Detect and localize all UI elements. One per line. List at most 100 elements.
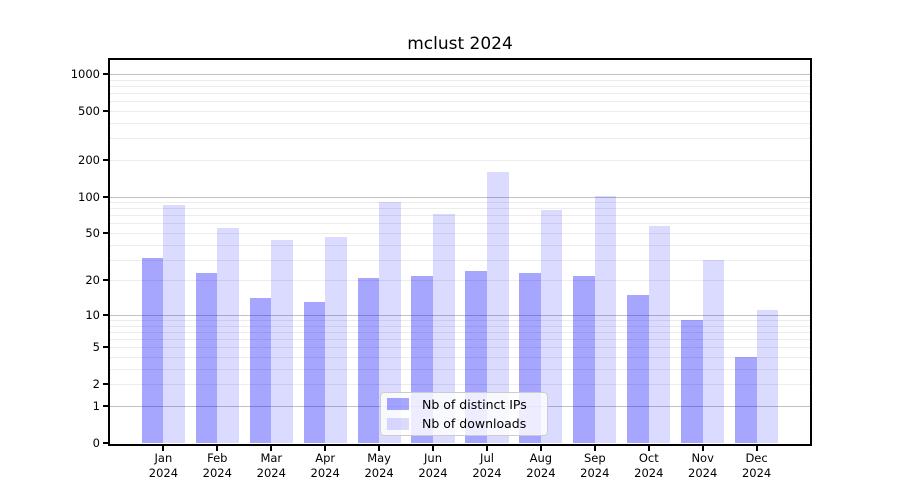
x-tick-mark [647,446,650,451]
x-tick-mark [216,446,219,451]
gridline-minor [110,85,810,87]
y-tick-label: 1000 [70,67,100,81]
y-tick-mark [103,405,108,407]
y-tick-label: 200 [78,152,100,167]
bars-layer [110,60,810,444]
y-tick-mark [103,232,108,234]
x-tick-label: Sep 2024 [580,451,610,481]
x-tick-label: Jan 2024 [148,451,179,481]
x-tick-mark [270,446,273,451]
gridline-minor [110,259,810,261]
y-tick-mark [103,346,108,349]
y-tick-mark [103,158,108,161]
bar-distinct-ips-sep [573,275,595,443]
legend-item-downloads: Nb of downloads [387,416,541,433]
bar-downloads-jul [487,171,509,443]
bar-downloads-sep [594,196,617,443]
legend-label-distinct-ips: Nb of distinct IPs [422,396,527,412]
gridline-minor [110,215,810,217]
y-tick-mark [103,383,108,386]
x-tick-label: May 2024 [364,451,394,481]
gridline-minor [110,122,810,124]
bar-distinct-ips-jan [141,257,164,443]
x-tick-mark [701,446,704,451]
x-tick-label: Apr 2024 [310,451,340,481]
gridline-minor [110,101,810,103]
y-tick-mark [103,279,108,282]
x-tick-mark [593,446,596,451]
y-tick-mark [103,313,108,316]
bar-downloads-mar [271,239,293,443]
x-tick-label: Jun 2024 [418,451,448,481]
bar-downloads-jun [433,213,455,443]
bar-downloads-apr [325,237,347,443]
legend-label-downloads: Nb of downloads [422,416,527,432]
x-tick-mark [486,446,488,451]
gridline-minor [110,320,810,321]
x-tick-mark [755,446,758,451]
y-tick-mark [103,73,108,75]
y-tick-label: 2 [92,377,100,392]
bar-distinct-ips-apr [303,302,326,443]
gridline-minor [110,223,810,225]
y-tick-label: 1 [92,399,100,413]
bar-downloads-oct [648,226,671,443]
plot-area [108,58,812,446]
bar-downloads-dec [756,310,779,443]
x-tick-mark [539,446,542,451]
gridline-major [110,314,810,316]
y-tick-mark [103,442,108,444]
x-tick-label: Feb 2024 [202,451,232,481]
gridline-minor [110,331,810,333]
gridline-minor [110,357,810,358]
gridline-minor [110,280,810,282]
legend-swatch-distinct-ips [387,398,409,411]
gridline-minor [110,339,810,341]
x-tick-label: Nov 2024 [688,451,718,481]
x-tick-mark [432,446,434,451]
chart-title: mclust 2024 [407,34,513,54]
x-tick-label: Aug 2024 [526,451,556,481]
gridline-minor [110,202,810,204]
gridlines-layer [110,60,810,444]
gridline-minor [110,208,810,210]
y-tick-label: 5 [92,340,100,355]
bar-distinct-ips-feb [195,273,218,443]
gridline-minor [110,111,810,112]
gridline-minor [110,233,810,234]
bar-downloads-feb [217,228,239,443]
bar-downloads-nov [702,259,725,443]
bar-distinct-ips-nov [681,320,703,443]
legend-swatch-downloads [387,417,409,430]
bar-distinct-ips-dec [735,357,757,443]
y-tick-label: 0 [92,436,100,450]
gridline-minor [110,325,810,327]
y-tick-mark [103,110,108,112]
x-tick-mark [324,446,327,451]
legend: Nb of distinct IPs Nb of downloads [380,392,548,436]
gridline-minor [110,93,810,94]
gridline-major [110,74,810,75]
y-tick-label: 10 [85,307,100,322]
gridline-minor [110,79,810,81]
y-tick-label: 50 [85,226,100,240]
bar-downloads-may [379,201,401,443]
gridline-minor [110,347,810,349]
y-tick-mark [103,195,108,198]
gridline-minor [110,369,810,370]
y-tick-label: 100 [78,189,100,204]
gridline-minor [110,384,810,386]
x-tick-mark [162,446,165,451]
y-tick-label: 20 [85,273,100,288]
x-tick-label: Mar 2024 [256,451,286,481]
gridline-minor [110,244,810,246]
x-tick-label: Dec 2024 [741,451,772,481]
x-tick-label: Jul 2024 [472,451,502,481]
gridline-major [110,196,810,198]
bar-downloads-jan [163,205,185,443]
gridline-minor [110,138,810,140]
gridline-minor [110,159,810,161]
bar-downloads-aug [540,209,563,443]
y-tick-label: 500 [78,104,100,118]
